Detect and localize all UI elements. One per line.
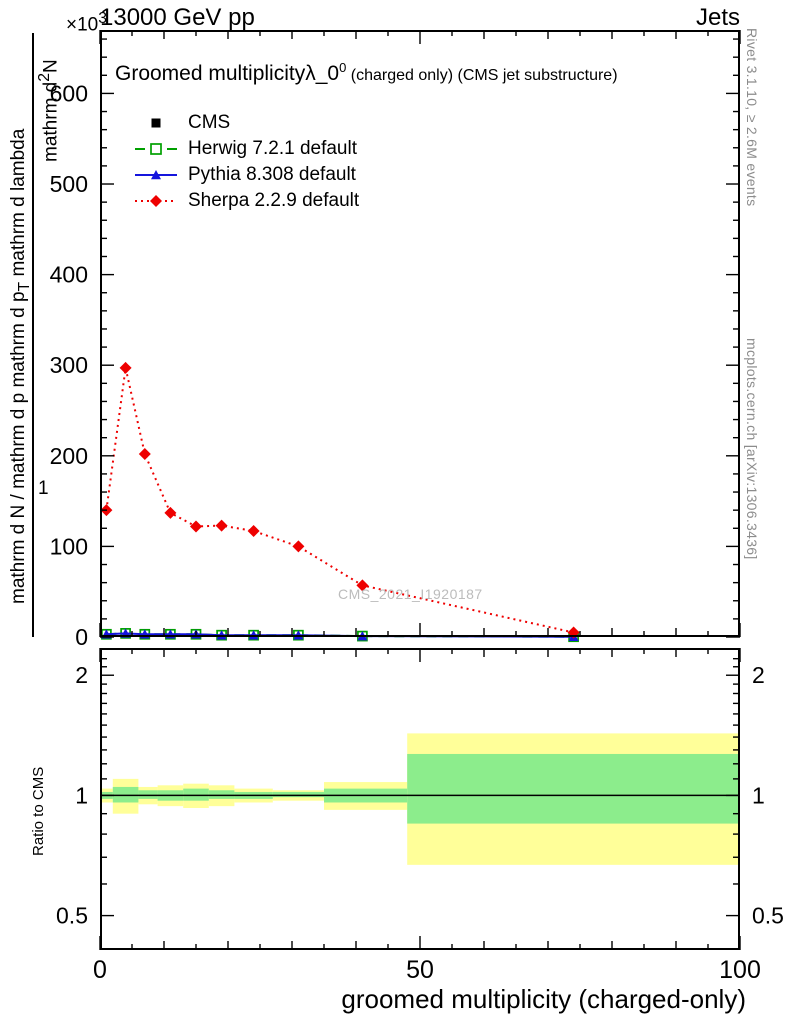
svg-text:600: 600 <box>50 80 88 106</box>
svg-text:1: 1 <box>752 782 765 808</box>
svg-text:0: 0 <box>75 624 88 650</box>
pythia-marker-icon <box>135 170 177 180</box>
legend-label-herwig: Herwig 7.2.1 default <box>188 138 357 159</box>
sherpa-marker-icon <box>135 195 177 207</box>
ratio-plot: 0.5 0.5 1 1 2 2 0 50 100 <box>56 648 784 984</box>
legend-item-herwig: Herwig 7.2.1 default <box>133 136 359 162</box>
svg-text:0: 0 <box>93 956 107 984</box>
svg-text:50: 50 <box>406 956 434 984</box>
legend-label-pythia: Pythia 8.308 default <box>188 164 356 185</box>
legend-item-pythia: Pythia 8.308 default <box>133 162 359 188</box>
x-axis-title: groomed multiplicity (charged-only) <box>341 984 746 1014</box>
plot-title-main: Groomed multiplicity <box>115 62 306 85</box>
legend-label-sherpa: Sherpa 2.2.9 default <box>188 190 360 211</box>
svg-text:0.5: 0.5 <box>752 903 784 929</box>
legend-label-cms: CMS <box>188 112 231 133</box>
svg-text:0.5: 0.5 <box>56 903 88 929</box>
axis-exponent-base: ×10 <box>66 14 99 36</box>
herwig-marker-icon <box>135 143 177 155</box>
svg-text:100: 100 <box>50 533 88 559</box>
legend-item-cms: CMS <box>133 110 359 136</box>
collision-energy-label: 13000 GeV pp <box>100 4 255 31</box>
analysis-group-label: Jets <box>695 4 740 31</box>
ratio-axis-label: Ratio to CMS <box>30 766 47 856</box>
y-axis-numerator: mathrm d2N <box>36 59 62 162</box>
ratio-tick-labels: 0.5 0.5 1 1 2 2 0 50 100 <box>56 662 784 984</box>
legend-item-sherpa: Sherpa 2.2.9 default <box>133 188 359 214</box>
main-plot-frame <box>100 30 740 637</box>
ratio-plot-frame <box>100 648 740 950</box>
svg-text:1: 1 <box>75 782 88 808</box>
svg-text:500: 500 <box>50 171 88 197</box>
legend: CMS Herwig 7.2.1 default Pythia 8.308 de… <box>133 110 359 214</box>
main-plot: 0 100 200 300 400 500 600 <box>50 30 741 650</box>
watermark: CMS_2021_I1920187 <box>338 586 483 602</box>
svg-text:100: 100 <box>719 956 761 984</box>
svg-text:200: 200 <box>50 443 88 469</box>
y-axis-one: 1 <box>38 478 49 499</box>
fraction-bar <box>32 33 34 637</box>
svg-text:2: 2 <box>752 662 765 688</box>
axis-exponent: ×103 <box>66 10 107 36</box>
cms-marker-icon <box>151 118 161 128</box>
plot-title-suffix: (charged only) (CMS jet substructure) <box>346 67 618 84</box>
svg-text:300: 300 <box>50 352 88 378</box>
rivet-version-label: Rivet 3.1.10, ≥ 2.6M events <box>744 28 760 207</box>
mcplots-reference-label: mcplots.cern.ch [arXiv:1306.3436] <box>744 338 760 560</box>
y-axis-denominator: mathrm d N / mathrm d p mathrm d pT math… <box>8 128 33 604</box>
main-y-tick-labels: 0 100 200 300 400 500 600 <box>50 80 88 650</box>
plot-title-lambda: λ_0 <box>305 62 340 85</box>
axis-exponent-power: 3 <box>98 10 108 27</box>
plot-title-sup: 0 <box>339 60 347 75</box>
svg-text:400: 400 <box>50 262 88 288</box>
uncertainty-band-green <box>100 753 740 824</box>
plot-title: Groomed multiplicityλ_00 (charged only) … <box>115 60 618 86</box>
svg-text:2: 2 <box>75 662 88 688</box>
